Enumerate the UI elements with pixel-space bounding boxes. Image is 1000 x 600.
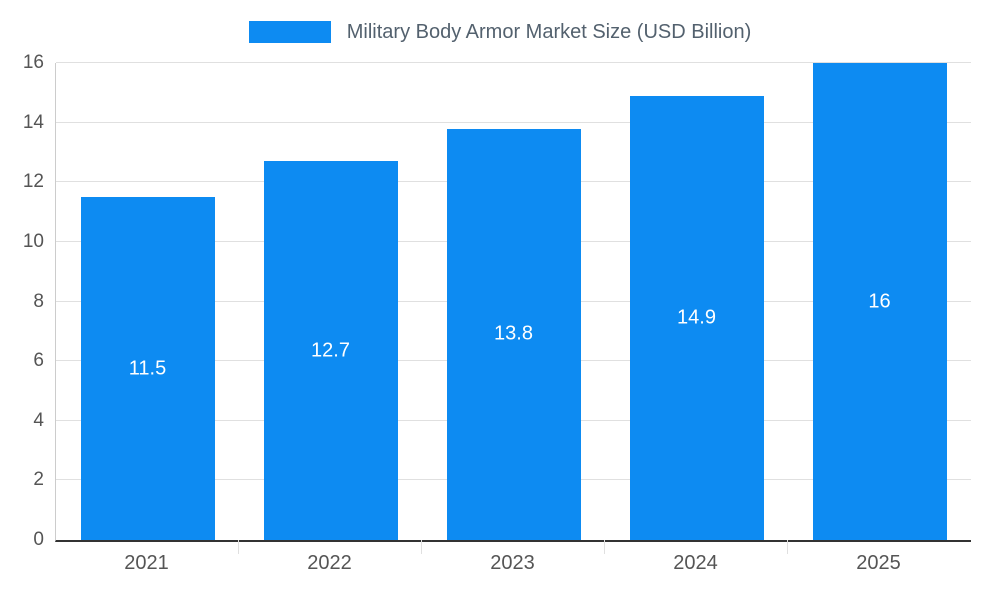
y-tick-label: 8 xyxy=(33,290,44,312)
x-axis-tick xyxy=(238,540,239,554)
plot-area: 11.5 12.7 13.8 14.9 16 xyxy=(55,62,971,542)
bar-value-label: 14.9 xyxy=(677,306,716,329)
bar-value-label: 13.8 xyxy=(494,322,533,345)
y-tick-label: 0 xyxy=(33,529,44,550)
bar-value-label: 16 xyxy=(868,290,891,312)
bar-2021: 11.5 xyxy=(80,197,215,540)
chart-legend: Military Body Armor Market Size (USD Bil… xyxy=(0,18,1000,46)
bar-value-label: 12.7 xyxy=(311,339,350,362)
x-axis-tick xyxy=(604,540,605,554)
bar-2025: 16 xyxy=(812,63,947,540)
x-axis-tick xyxy=(421,540,422,554)
bar-2024: 14.9 xyxy=(629,95,764,540)
bar-2022: 12.7 xyxy=(263,161,398,540)
y-tick-label: 2 xyxy=(33,469,44,491)
bar-value-label: 11.5 xyxy=(128,357,167,380)
y-tick-label: 6 xyxy=(33,350,44,372)
y-tick-label: 16 xyxy=(22,52,44,73)
bar-2023: 13.8 xyxy=(446,128,581,540)
x-tick-label: 2021 xyxy=(124,552,169,574)
x-axis-tick xyxy=(787,540,788,554)
y-tick-label: 14 xyxy=(22,111,44,133)
chart-title: Military Body Armor Market Size (USD Bil… xyxy=(346,20,752,43)
x-tick-label: 2022 xyxy=(307,552,352,574)
x-tick-label: 2023 xyxy=(490,552,535,574)
y-tick-label: 12 xyxy=(22,171,44,193)
legend-swatch-icon xyxy=(248,21,331,43)
y-tick-label: 4 xyxy=(33,409,44,431)
y-tick-label: 10 xyxy=(22,230,44,252)
x-tick-label: 2025 xyxy=(856,552,901,574)
x-tick-label: 2024 xyxy=(673,552,718,574)
